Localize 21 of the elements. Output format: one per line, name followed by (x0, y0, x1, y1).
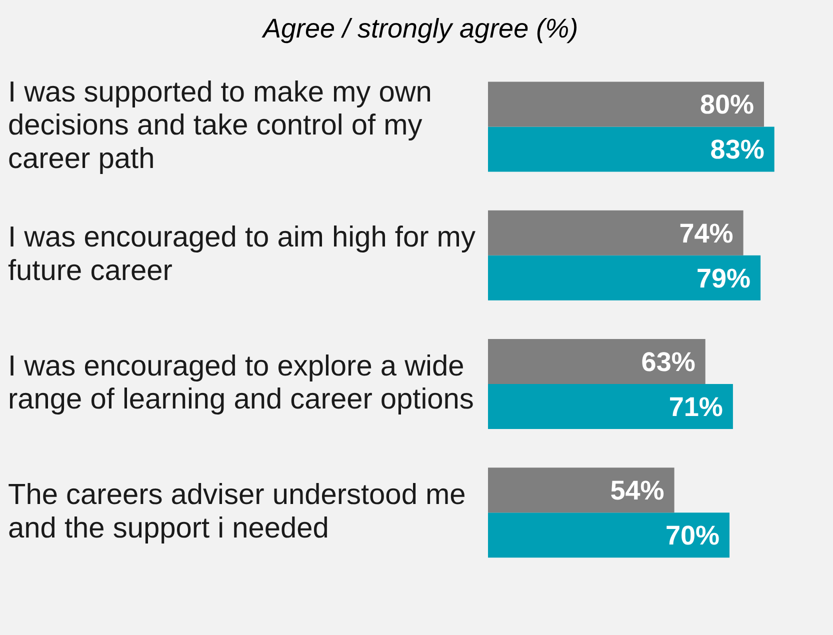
bar (488, 384, 733, 430)
bar (488, 512, 730, 558)
data-label: 70% (665, 520, 720, 551)
bar (488, 338, 706, 384)
data-label: 83% (710, 134, 764, 165)
data-label: 71% (668, 392, 723, 422)
chart-title: Agree / strongly agree (%) (260, 14, 578, 44)
data-label: 54% (610, 476, 664, 506)
bar (488, 468, 674, 513)
bar (488, 82, 764, 127)
data-label: 80% (700, 90, 754, 120)
bar (488, 126, 774, 172)
data-label: 63% (641, 346, 696, 377)
y-tick-label: I was encouraged to aim high for my future career (8, 222, 476, 288)
y-tick-label: The careers adviser understood me and the support i needed (8, 478, 466, 544)
bar (488, 210, 744, 256)
data-label: 74% (679, 218, 734, 248)
data-label: 79% (696, 263, 751, 294)
y-tick-label: I was encouraged to explore a wide range of learning and career options (8, 350, 474, 416)
y-tick-label: I was supported to make my own decisions and take control of my career path (8, 76, 432, 176)
bar (488, 255, 761, 300)
